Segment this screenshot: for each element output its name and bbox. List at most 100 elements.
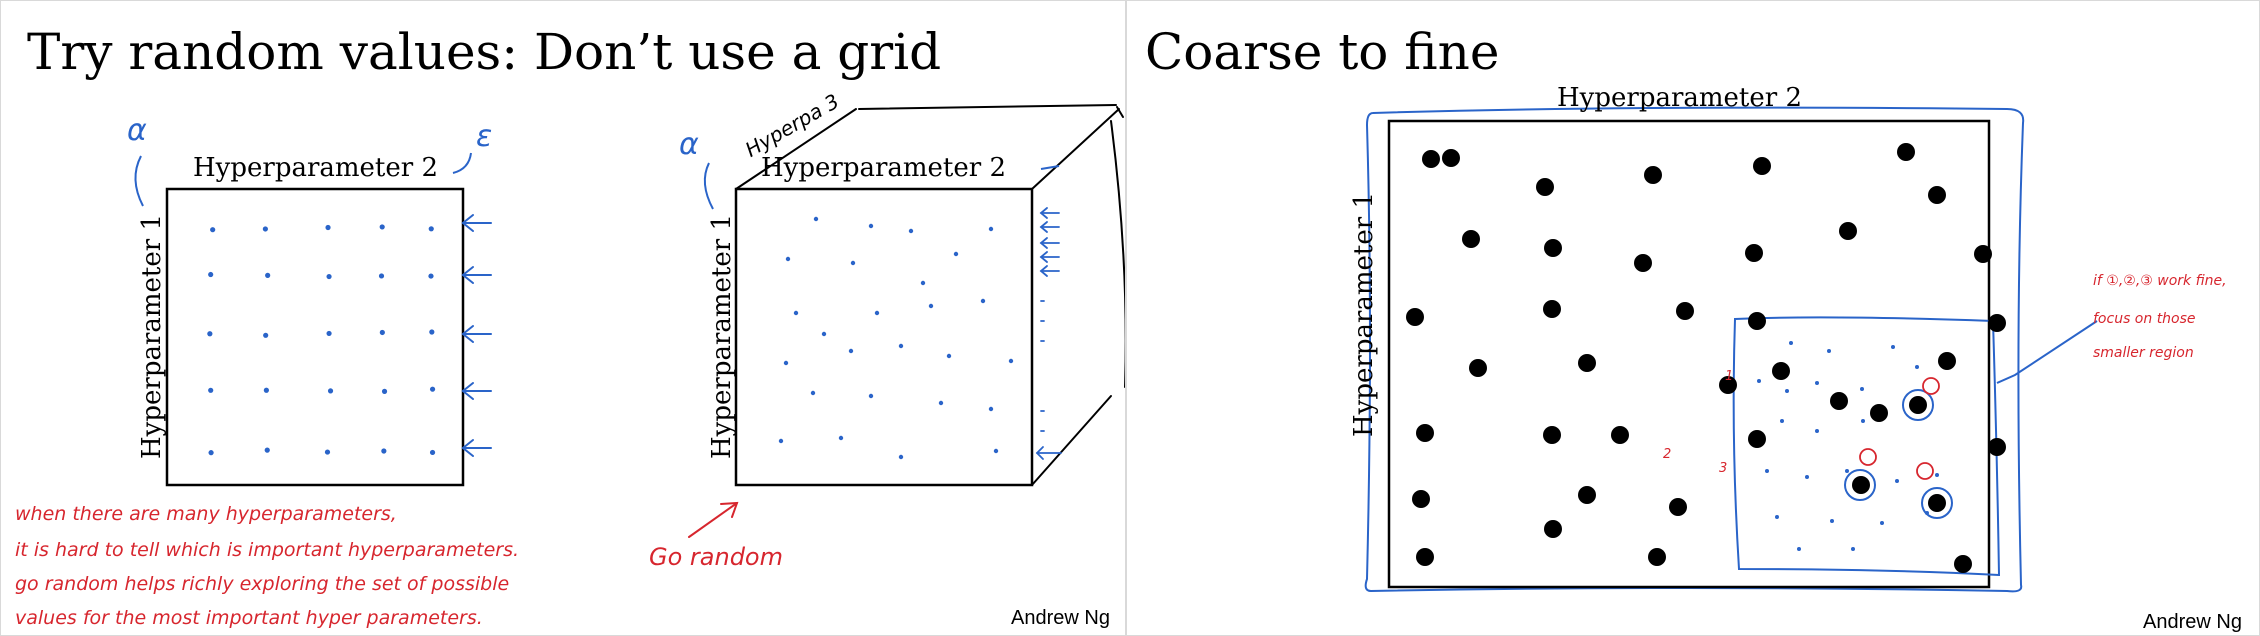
coarse-point <box>1544 520 1562 538</box>
slide-random-values: Try random values: Don’t use a grid <box>0 0 1126 636</box>
random-point <box>779 439 783 443</box>
grid-point <box>326 331 331 336</box>
coarse-point <box>1669 498 1687 516</box>
coarse-point <box>1748 312 1766 330</box>
grid-point <box>430 387 435 392</box>
grid-point <box>325 449 330 454</box>
random-point <box>839 436 843 440</box>
grid-point <box>207 331 212 336</box>
random-point <box>947 354 951 358</box>
fine-point <box>1827 349 1831 353</box>
grid-point <box>328 388 333 393</box>
coarse-point <box>1644 166 1662 184</box>
fine-point <box>1861 419 1865 423</box>
random-point <box>899 344 903 348</box>
note-line-1: when there are many hyperparameters, <box>15 503 397 525</box>
random-alpha-symbol: α <box>679 127 699 162</box>
fine-point <box>1805 475 1809 479</box>
coarse-point <box>1416 548 1434 566</box>
random-point <box>981 299 985 303</box>
grid-point <box>429 226 434 231</box>
coarse-point <box>1412 490 1430 508</box>
fine-point <box>1845 469 1849 473</box>
fine-point <box>1765 469 1769 473</box>
grid-sample-points <box>207 224 435 455</box>
random-point <box>875 311 879 315</box>
coarse-point <box>1839 222 1857 240</box>
random-sample-points <box>779 217 1013 459</box>
marker-ring <box>1860 449 1876 465</box>
fine-point <box>1780 419 1784 423</box>
coarse-point <box>1974 245 1992 263</box>
note-line-3: go random helps richly exploring the set… <box>15 573 509 595</box>
grid-point <box>430 450 435 455</box>
fine-note-line-3: smaller region <box>2093 345 2194 361</box>
random-point <box>849 349 853 353</box>
grid-point <box>263 226 268 231</box>
random-point <box>929 304 933 308</box>
coarse-point <box>1676 302 1694 320</box>
promising-point <box>1909 396 1927 414</box>
fine-point <box>1815 381 1819 385</box>
marker-ring <box>1923 378 1939 394</box>
grid-point <box>210 227 215 232</box>
fine-point <box>1851 547 1855 551</box>
go-random-note: Go random <box>649 543 783 571</box>
grid-y-axis-label: Hyperparameter 1 <box>137 214 167 459</box>
random-point <box>869 394 873 398</box>
random-point <box>869 224 873 228</box>
grid-point <box>382 389 387 394</box>
coarse-point <box>1578 486 1596 504</box>
coarse-point <box>1772 362 1790 380</box>
grid-point <box>208 450 213 455</box>
random-point <box>1009 359 1013 363</box>
alpha-bracket <box>135 156 143 206</box>
grid-point <box>381 448 386 453</box>
note-pointer-line <box>1997 321 2097 383</box>
coarse-point <box>1544 239 1562 257</box>
y-axis-label: Hyperparameter 1 <box>1349 192 1379 437</box>
author-credit: Andrew Ng <box>1011 607 1110 630</box>
fine-point <box>1785 389 1789 393</box>
go-random-arrow <box>689 503 737 537</box>
marker-1: 1 <box>1725 369 1733 384</box>
random-point <box>954 252 958 256</box>
promising-point <box>1928 494 1946 512</box>
grid-point <box>208 388 213 393</box>
fine-point <box>1860 387 1864 391</box>
random-point <box>784 361 788 365</box>
random-point <box>814 217 818 221</box>
note-line-4: values for the most important hyper para… <box>15 607 483 629</box>
grid-point <box>325 225 330 230</box>
author-credit: Andrew Ng <box>2143 611 2242 634</box>
grid-point <box>380 330 385 335</box>
random-point <box>989 407 993 411</box>
random-point <box>909 229 913 233</box>
random-point <box>921 281 925 285</box>
fine-note-line-1: if ①,②,③ work fine, <box>2093 273 2227 289</box>
random-y-axis-label: Hyperparameter 1 <box>707 214 737 459</box>
coarse-point <box>1745 244 1763 262</box>
grid-epsilon-symbol: ε <box>476 119 492 154</box>
coarse-point <box>1406 308 1424 326</box>
coarse-point <box>1416 424 1434 442</box>
coarse-point <box>1648 548 1666 566</box>
fine-point <box>1935 473 1939 477</box>
random-side-arrows <box>1037 208 1061 459</box>
grid-x-axis-label: Hyperparameter 2 <box>193 153 438 183</box>
grid-search-box <box>167 189 463 485</box>
grid-side-arrows <box>463 215 491 456</box>
coarse-point <box>1469 359 1487 377</box>
coarse-point <box>1954 555 1972 573</box>
grid-point <box>263 333 268 338</box>
coarse-point <box>1543 426 1561 444</box>
coarse-point <box>1442 149 1460 167</box>
grid-point <box>265 273 270 278</box>
fine-region-outline <box>1734 317 1999 575</box>
random-point <box>811 391 815 395</box>
coarse-point <box>1928 186 1946 204</box>
note-line-2: it is hard to tell which is important hy… <box>15 539 519 561</box>
coarse-point <box>1830 392 1848 410</box>
fine-point <box>1797 547 1801 551</box>
random-point <box>899 455 903 459</box>
